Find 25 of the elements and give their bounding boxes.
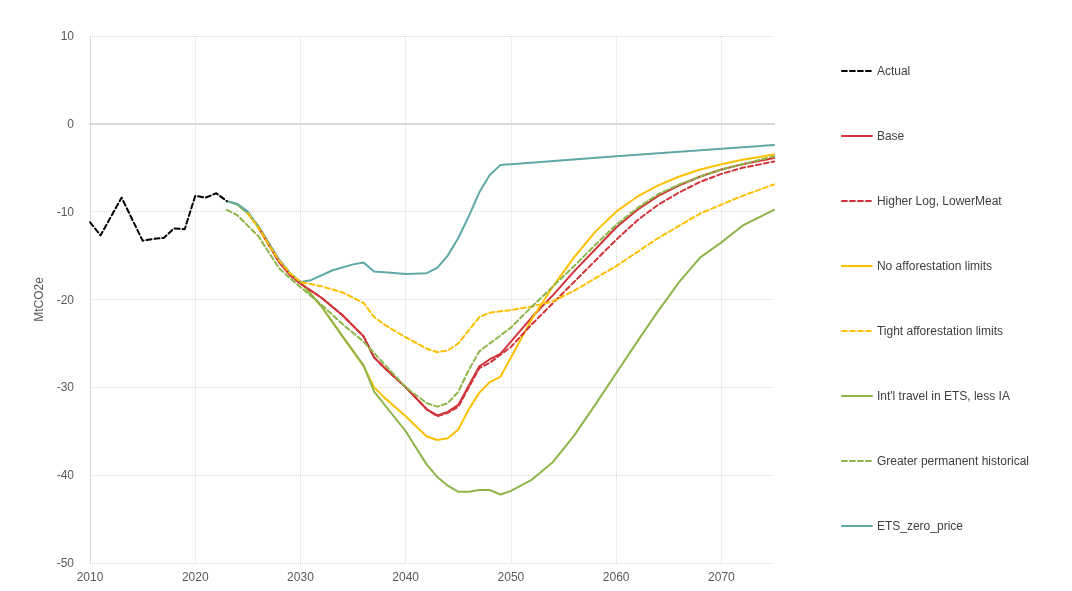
y-tick-label: 10 xyxy=(60,29,75,43)
line-series xyxy=(225,143,775,283)
legend-label: Int'l travel in ETS, less IA xyxy=(876,389,1010,403)
x-tick-label: 2050 xyxy=(497,570,525,584)
x-tick-label: 2030 xyxy=(287,570,315,584)
legend-label: Greater permanent historical xyxy=(876,454,1030,468)
x-tick-label: 2040 xyxy=(392,570,420,584)
x-tick-label: 2010 xyxy=(76,570,104,584)
legend-label: ETS_zero_price xyxy=(876,519,964,533)
legend-label: No afforestation limits xyxy=(876,259,993,273)
y-tick-label: -30 xyxy=(56,380,75,395)
x-tick-label: 2060 xyxy=(602,570,630,584)
y-tick-label: -40 xyxy=(56,468,75,483)
y-tick-label: -10 xyxy=(56,204,75,219)
x-tick-label: 2070 xyxy=(708,570,736,584)
y-axis-title: MtCO2e xyxy=(32,276,46,322)
legend-label: Base xyxy=(876,129,905,143)
legend-label: Higher Log, LowerMeat xyxy=(876,194,1003,208)
y-tick-label: 0 xyxy=(67,116,75,131)
y-tick-label: -50 xyxy=(56,556,75,570)
legend-label: Actual xyxy=(876,64,911,78)
x-tick-label: 2020 xyxy=(181,570,209,584)
legend-label: Tight afforestation limits xyxy=(876,324,1003,338)
y-tick-label: -20 xyxy=(56,292,75,307)
line-series xyxy=(89,192,228,242)
